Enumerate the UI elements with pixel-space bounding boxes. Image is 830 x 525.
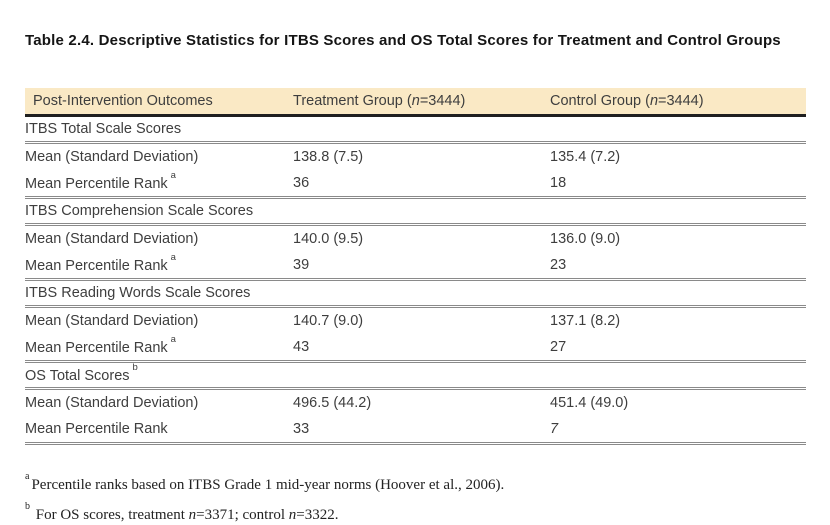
table-row: Mean Percentile Ranka 43 27 (25, 334, 806, 363)
control-value: 18 (550, 170, 806, 199)
row-label: Mean Percentile Ranka (25, 170, 293, 199)
row-label: Mean Percentile Rank (25, 416, 293, 445)
treatment-value: 43 (293, 334, 550, 363)
stats-table: Post-Intervention Outcomes Treatment Gro… (25, 88, 806, 445)
row-label: Mean Percentile Ranka (25, 252, 293, 281)
control-value: 23 (550, 252, 806, 281)
control-value: 27 (550, 334, 806, 363)
row-label: Mean (Standard Deviation) (25, 395, 199, 411)
table-header-row: Post-Intervention Outcomes Treatment Gro… (25, 88, 806, 117)
table-row: Mean (Standard Deviation) 140.0 (9.5) 13… (25, 225, 806, 253)
table-row: Mean (Standard Deviation) 140.7 (9.0) 13… (25, 307, 806, 335)
footnote-marker-a: a (170, 334, 176, 346)
treatment-value: 140.7 (9.0) (293, 313, 364, 329)
table-row: Mean (Standard Deviation) 496.5 (44.2) 4… (25, 389, 806, 417)
control-value: 135.4 (7.2) (550, 149, 621, 165)
footnote-marker-b: b (132, 362, 138, 374)
footnote-a-marker: a (25, 471, 30, 482)
row-label: Mean (Standard Deviation) (25, 231, 199, 247)
footnote-marker-a: a (170, 252, 176, 264)
section-row-itbs-reading-words: ITBS Reading Words Scale Scores (25, 279, 806, 308)
treatment-value: 39 (293, 252, 550, 281)
column-header-treatment: Treatment Group (n=3444) (293, 88, 550, 117)
row-label: Mean (Standard Deviation) (25, 313, 199, 329)
treatment-value: 496.5 (44.2) (293, 395, 372, 411)
footnote-b: b For OS scores, treatment n=3371; contr… (25, 501, 339, 523)
table-row: Mean (Standard Deviation) 138.8 (7.5) 13… (25, 143, 806, 171)
control-value: 451.4 (49.0) (550, 395, 629, 411)
table-row: Mean Percentile Ranka 39 23 (25, 252, 806, 281)
column-header-control: Control Group (n=3444) (550, 88, 806, 117)
control-value: 137.1 (8.2) (550, 313, 621, 329)
table-row: Mean Percentile Ranka 36 18 (25, 170, 806, 199)
page-title: Table 2.4. Descriptive Statistics for IT… (25, 32, 781, 49)
footnote-b-marker: b (25, 501, 30, 512)
treatment-value: 140.0 (9.5) (293, 231, 364, 247)
treatment-value: 138.8 (7.5) (293, 149, 364, 165)
control-value: 7 (550, 416, 806, 445)
row-label: Mean Percentile Ranka (25, 334, 293, 363)
section-row-os-total: OS Total Scoresb (25, 361, 806, 390)
row-label: Mean (Standard Deviation) (25, 149, 199, 165)
footnotes: aPercentile ranks based on ITBS Grade 1 … (25, 468, 805, 525)
footnote-a: aPercentile ranks based on ITBS Grade 1 … (25, 471, 505, 493)
table-row: Mean Percentile Rank 33 7 (25, 416, 806, 445)
footnote-marker-a: a (170, 170, 176, 182)
treatment-value: 36 (293, 170, 550, 199)
section-row-itbs-comprehension: ITBS Comprehension Scale Scores (25, 197, 806, 226)
control-value: 136.0 (9.0) (550, 231, 621, 247)
column-header-outcomes: Post-Intervention Outcomes (25, 88, 293, 117)
section-row-itbs-total: ITBS Total Scale Scores (25, 115, 806, 144)
treatment-value: 33 (293, 416, 550, 445)
